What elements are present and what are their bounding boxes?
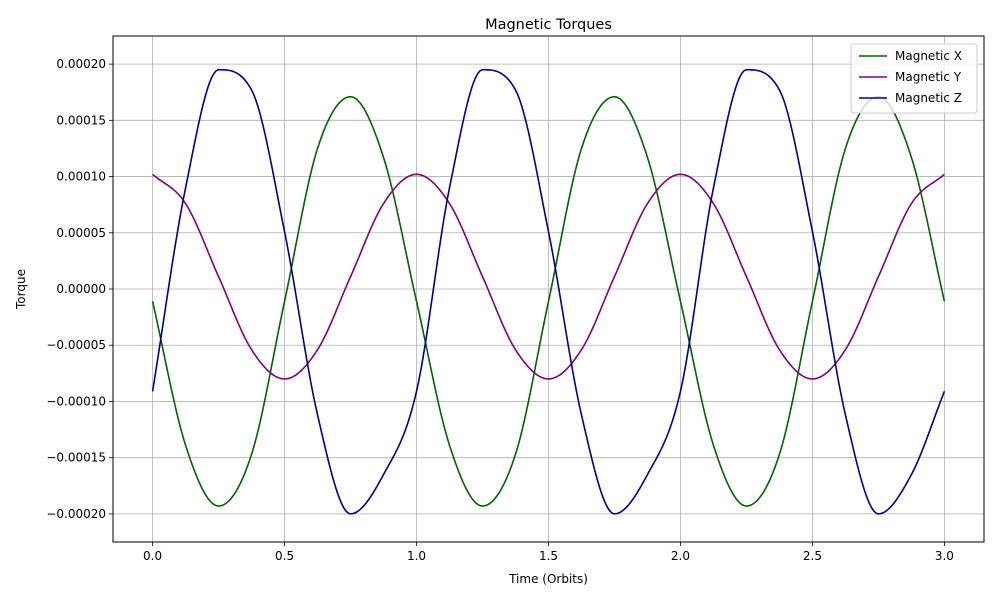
y-tick-label: −0.00020 xyxy=(46,507,106,521)
y-axis-title: Torque xyxy=(14,269,28,310)
y-tick-label: −0.00015 xyxy=(46,451,106,465)
y-tick-label: 0.00020 xyxy=(56,57,106,71)
series-line-magnetic-y xyxy=(152,173,945,380)
x-tick-label: 2.0 xyxy=(671,549,690,563)
x-tick-label: 1.0 xyxy=(407,549,426,563)
x-tick-label: 1.5 xyxy=(539,549,558,563)
chart-title: Magnetic Torques xyxy=(485,17,612,33)
y-tick-label: 0.00005 xyxy=(56,226,106,240)
x-tick-label: 3.0 xyxy=(935,549,954,563)
x-tick-label: 0.0 xyxy=(143,549,162,563)
legend-label-magnetic-x: Magnetic X xyxy=(895,49,962,63)
y-tick-label: 0.00015 xyxy=(56,113,106,127)
x-tick-label: 2.5 xyxy=(803,549,822,563)
series-line-magnetic-x xyxy=(151,95,946,507)
x-axis-title: Time (Orbits) xyxy=(508,572,588,586)
axis-ticks: 0.0 0.5 1.0 1.5 2.0 2.5 3.0 −0.00020 −0.00015 −0.… xyxy=(46,57,954,563)
legend-box xyxy=(850,43,978,114)
legend-label-magnetic-z: Magnetic Z xyxy=(895,91,962,105)
series-lines xyxy=(151,68,946,515)
series-line-magnetic-z xyxy=(151,68,946,515)
legend-label-magnetic-y: Magnetic Y xyxy=(895,70,962,84)
y-tick-label: 0.00000 xyxy=(56,282,106,296)
y-tick-label: −0.00005 xyxy=(46,338,106,352)
y-tick-label: 0.00010 xyxy=(56,170,106,184)
legend: Magnetic X Magnetic Y Magnetic Z xyxy=(850,43,978,114)
y-tick-label: −0.00010 xyxy=(46,394,106,408)
x-tick-label: 0.5 xyxy=(275,549,294,563)
